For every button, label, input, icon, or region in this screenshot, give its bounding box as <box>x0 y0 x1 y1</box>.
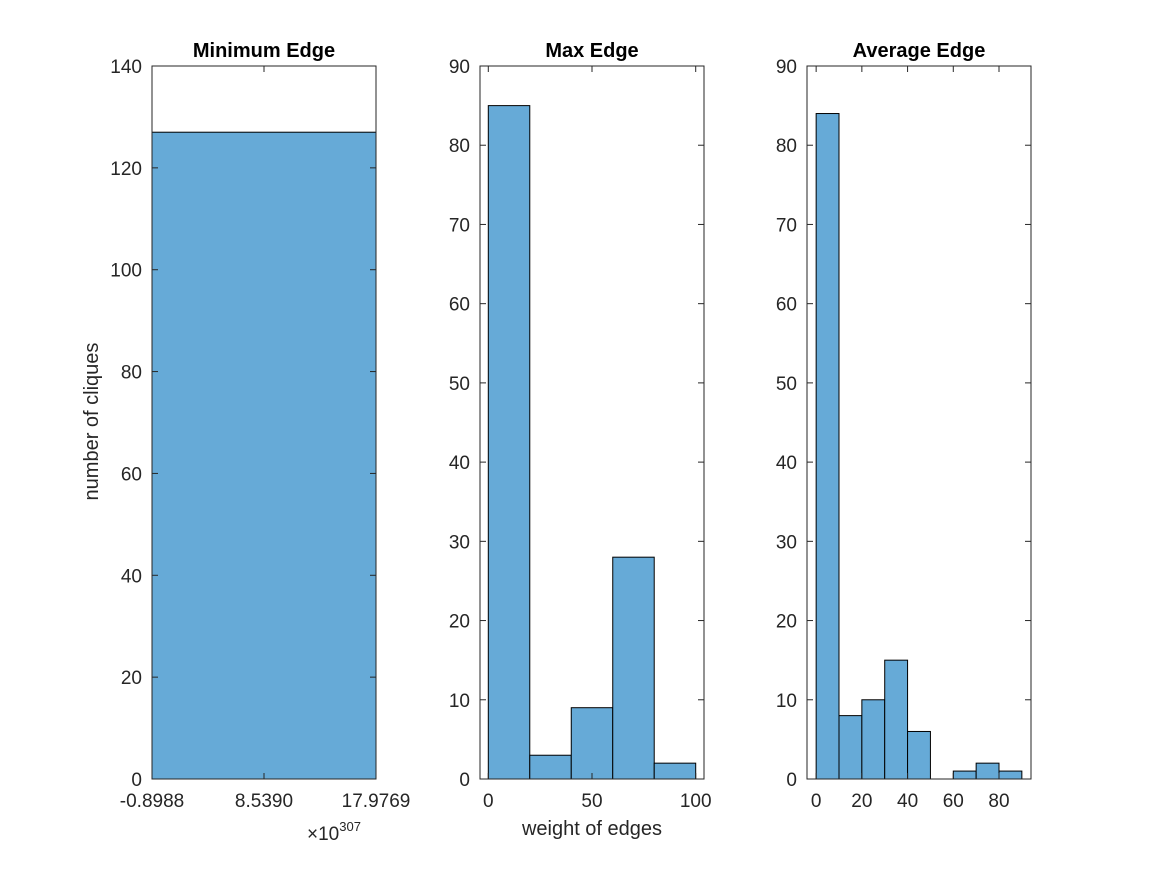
max-edge-y-tick-label-5: 50 <box>449 374 470 395</box>
max-edge-ticks: 0 10 20 30 40 50 60 70 80 90 0 50 100 <box>449 57 712 812</box>
max-edge-title: Max Edge <box>545 40 638 62</box>
average-edge-title: Average Edge <box>853 40 986 62</box>
average-edge-y-tick-label-9: 90 <box>776 57 797 78</box>
max-edge-panel: 0 10 20 30 40 50 60 70 80 90 0 50 100 Max Edge weigh… <box>449 40 712 840</box>
max-edge-x-axis-label: weight of edges <box>521 818 662 840</box>
minimum-edge-x-exponent-base: ×10 <box>307 824 339 845</box>
max-edge-bar-0 <box>487 105 531 780</box>
minimum-edge-y-tick-label-6: 120 <box>110 159 142 180</box>
average-edge-y-tick-label-3: 30 <box>776 532 797 553</box>
average-edge-bar-6 <box>952 770 977 780</box>
minimum-edge-x-exponent-label: ×10307 <box>307 819 361 845</box>
minimum-edge-x-tick-label-1: 8.5390 <box>235 791 293 812</box>
average-edge-y-tick-label-2: 20 <box>776 612 797 633</box>
max-edge-bar-4 <box>653 762 697 780</box>
average-edge-y-tick-label-6: 60 <box>776 295 797 316</box>
max-edge-bars <box>487 105 697 780</box>
max-edge-y-tick-label-2: 20 <box>449 612 470 633</box>
minimum-edge-y-tick-label-4: 80 <box>121 363 142 384</box>
minimum-edge-panel: 0 20 40 60 80 100 120 140 -0.8988 8.5390 17.9769 M… <box>81 40 410 845</box>
average-edge-panel: 0 10 20 30 40 50 60 70 80 90 0 20 40 60 80 Average Edg… <box>776 40 1032 812</box>
minimum-edge-axes-frame <box>151 65 377 780</box>
average-edge-y-tick-label-1: 10 <box>776 691 797 712</box>
average-edge-y-tick-label-5: 50 <box>776 374 797 395</box>
max-edge-axes-frame <box>479 65 705 780</box>
max-edge-y-tick-label-3: 30 <box>449 532 470 553</box>
average-edge-y-tick-label-8: 80 <box>776 136 797 157</box>
minimum-edge-y-tick-label-2: 40 <box>121 566 142 587</box>
max-edge-y-tick-label-4: 40 <box>449 453 470 474</box>
average-edge-x-tick-label-2: 40 <box>897 791 918 812</box>
average-edge-bar-4 <box>907 730 931 780</box>
average-edge-axes-frame <box>806 65 1032 780</box>
max-edge-bar-2 <box>570 707 614 780</box>
minimum-edge-y-tick-label-3: 60 <box>121 464 142 485</box>
average-edge-bar-0 <box>815 113 840 780</box>
minimum-edge-y-tick-label-5: 100 <box>110 261 142 282</box>
minimum-edge-ticks: 0 20 40 60 80 100 120 140 -0.8988 8.5390 17.9769 <box>110 57 410 812</box>
max-edge-x-tick-label-0: 0 <box>483 791 494 812</box>
max-edge-y-tick-label-7: 70 <box>449 215 470 236</box>
average-edge-bar-3 <box>884 659 909 780</box>
average-edge-y-tick-label-7: 70 <box>776 215 797 236</box>
average-edge-bar-2 <box>861 699 886 780</box>
average-edge-bar-7 <box>975 762 1000 780</box>
minimum-edge-y-tick-label-0: 0 <box>131 770 142 791</box>
minimum-edge-y-tick-label-1: 20 <box>121 668 142 689</box>
average-edge-y-tick-label-4: 40 <box>776 453 797 474</box>
max-edge-y-tick-label-1: 10 <box>449 691 470 712</box>
average-edge-x-tick-label-0: 0 <box>811 791 822 812</box>
minimum-edge-title: Minimum Edge <box>193 40 335 62</box>
minimum-edge-bars <box>151 131 377 780</box>
average-edge-x-tick-label-4: 80 <box>988 791 1009 812</box>
average-edge-x-tick-label-3: 60 <box>943 791 964 812</box>
average-edge-bar-8 <box>998 770 1023 780</box>
max-edge-y-tick-label-0: 0 <box>459 770 470 791</box>
max-edge-y-tick-label-9: 90 <box>449 57 470 78</box>
max-edge-x-tick-label-1: 50 <box>581 791 602 812</box>
minimum-edge-y-axis-label: number of cliques <box>81 343 103 501</box>
minimum-edge-x-tick-label-2: 17.9769 <box>342 791 411 812</box>
max-edge-bar-3 <box>612 556 655 780</box>
average-edge-x-tick-label-1: 20 <box>851 791 872 812</box>
minimum-edge-bar-0 <box>151 131 377 780</box>
max-edge-y-tick-label-6: 60 <box>449 295 470 316</box>
max-edge-x-tick-label-2: 100 <box>680 791 712 812</box>
minimum-edge-x-exponent-power: 307 <box>339 819 361 834</box>
minimum-edge-x-tick-label-0: -0.8988 <box>120 791 184 812</box>
average-edge-y-tick-label-0: 0 <box>786 770 797 791</box>
max-edge-y-tick-label-8: 80 <box>449 136 470 157</box>
minimum-edge-y-tick-label-7: 140 <box>110 57 142 78</box>
average-edge-bar-1 <box>838 715 863 780</box>
max-edge-bar-1 <box>529 754 572 780</box>
